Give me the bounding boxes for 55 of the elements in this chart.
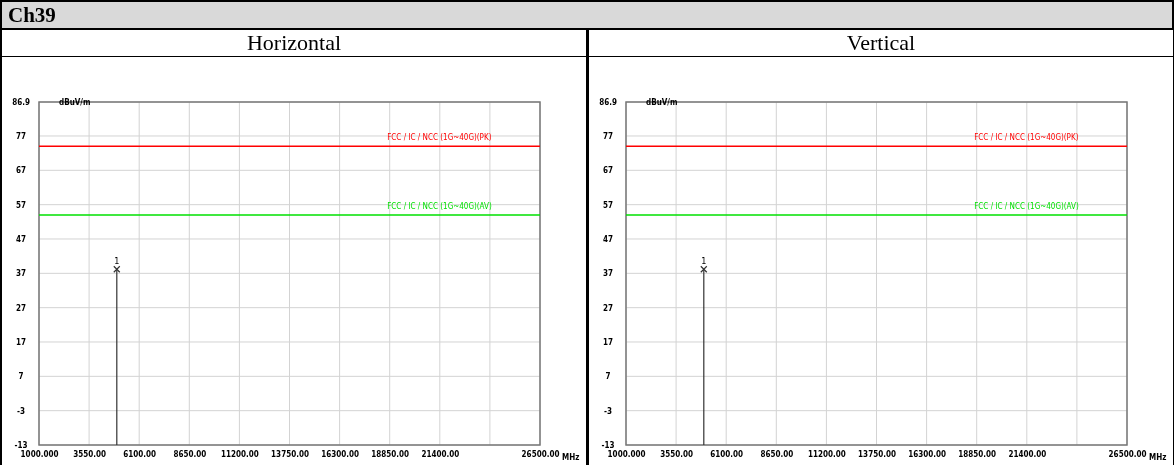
y-tick-label: 67 [602, 166, 614, 176]
x-tick-label: 8650.00 [173, 449, 207, 459]
ref-line-label: FCC / IC / NCC (1G~40G)(PK) [387, 133, 492, 143]
y-tick-label: 37 [602, 269, 614, 279]
x-tick-label: 18850.00 [958, 449, 997, 459]
x-tick-label: 8650.00 [760, 449, 794, 459]
x-tick-label: 16300.00 [908, 449, 946, 459]
y-tick-label: 57 [15, 200, 27, 210]
x-tick-label: 26500.00 [1108, 449, 1147, 459]
y-tick-label: 27 [15, 303, 27, 313]
ref-line-label: FCC / IC / NCC (1G~40G)(AV) [387, 201, 492, 211]
x-tick-label: 26500.00 [521, 449, 560, 459]
y-tick-label: 47 [602, 235, 614, 245]
y-tick-label: 86.9 [599, 98, 617, 108]
x-tick-label: 21400.00 [421, 449, 460, 459]
x-tick-label: 1000.000 [607, 449, 646, 459]
x-axis-title: MHz [562, 453, 580, 462]
x-tick-label: 3550.00 [73, 449, 106, 459]
y-tick-label: 7 [18, 372, 24, 382]
x-tick-label: 16300.00 [321, 449, 359, 459]
x-tick-label: 13750.00 [858, 449, 896, 459]
y-tick-label: -3 [604, 406, 612, 416]
x-tick-label: 11200.00 [221, 449, 259, 459]
x-tick-label: 1000.000 [20, 449, 59, 459]
y-tick-label: 27 [602, 303, 614, 313]
x-tick-label: 13750.00 [271, 449, 309, 459]
chart-title: Horizontal [2, 30, 586, 57]
ref-line-label: FCC / IC / NCC (1G~40G)(PK) [974, 133, 1079, 143]
y-tick-label: 77 [15, 132, 27, 142]
annotation: 1 [114, 256, 120, 267]
y-tick-label: -13 [601, 441, 615, 451]
x-tick-label: 11200.00 [808, 449, 846, 459]
y-tick-label: 37 [15, 269, 27, 279]
y-tick-label: 17 [15, 338, 27, 348]
y-tick-label: 47 [15, 235, 27, 245]
chart-title: Vertical [589, 30, 1173, 57]
y-tick-label: 57 [602, 200, 614, 210]
y-tick-label: 17 [602, 338, 614, 348]
ref-line-label: FCC / IC / NCC (1G~40G)(AV) [974, 201, 1079, 211]
y-tick-label: -3 [17, 406, 25, 416]
x-tick-label: 3550.00 [660, 449, 693, 459]
y-axis-title: dBuV/m [59, 98, 91, 107]
y-tick-label: -13 [14, 441, 28, 451]
y-tick-label: 7 [605, 372, 611, 382]
y-tick-label: 86.9 [12, 98, 30, 108]
x-axis-title: MHz [1149, 453, 1167, 462]
y-axis-title: dBuV/m [646, 98, 678, 107]
x-tick-label: 6100.00 [710, 449, 744, 459]
y-tick-label: 77 [602, 132, 614, 142]
text: Ch39 [0, 0, 1174, 30]
x-tick-label: 21400.00 [1008, 449, 1047, 459]
y-tick-label: 67 [15, 166, 27, 176]
x-tick-label: 18850.00 [371, 449, 410, 459]
annotation: 1 [701, 256, 707, 267]
x-tick-label: 6100.00 [123, 449, 157, 459]
